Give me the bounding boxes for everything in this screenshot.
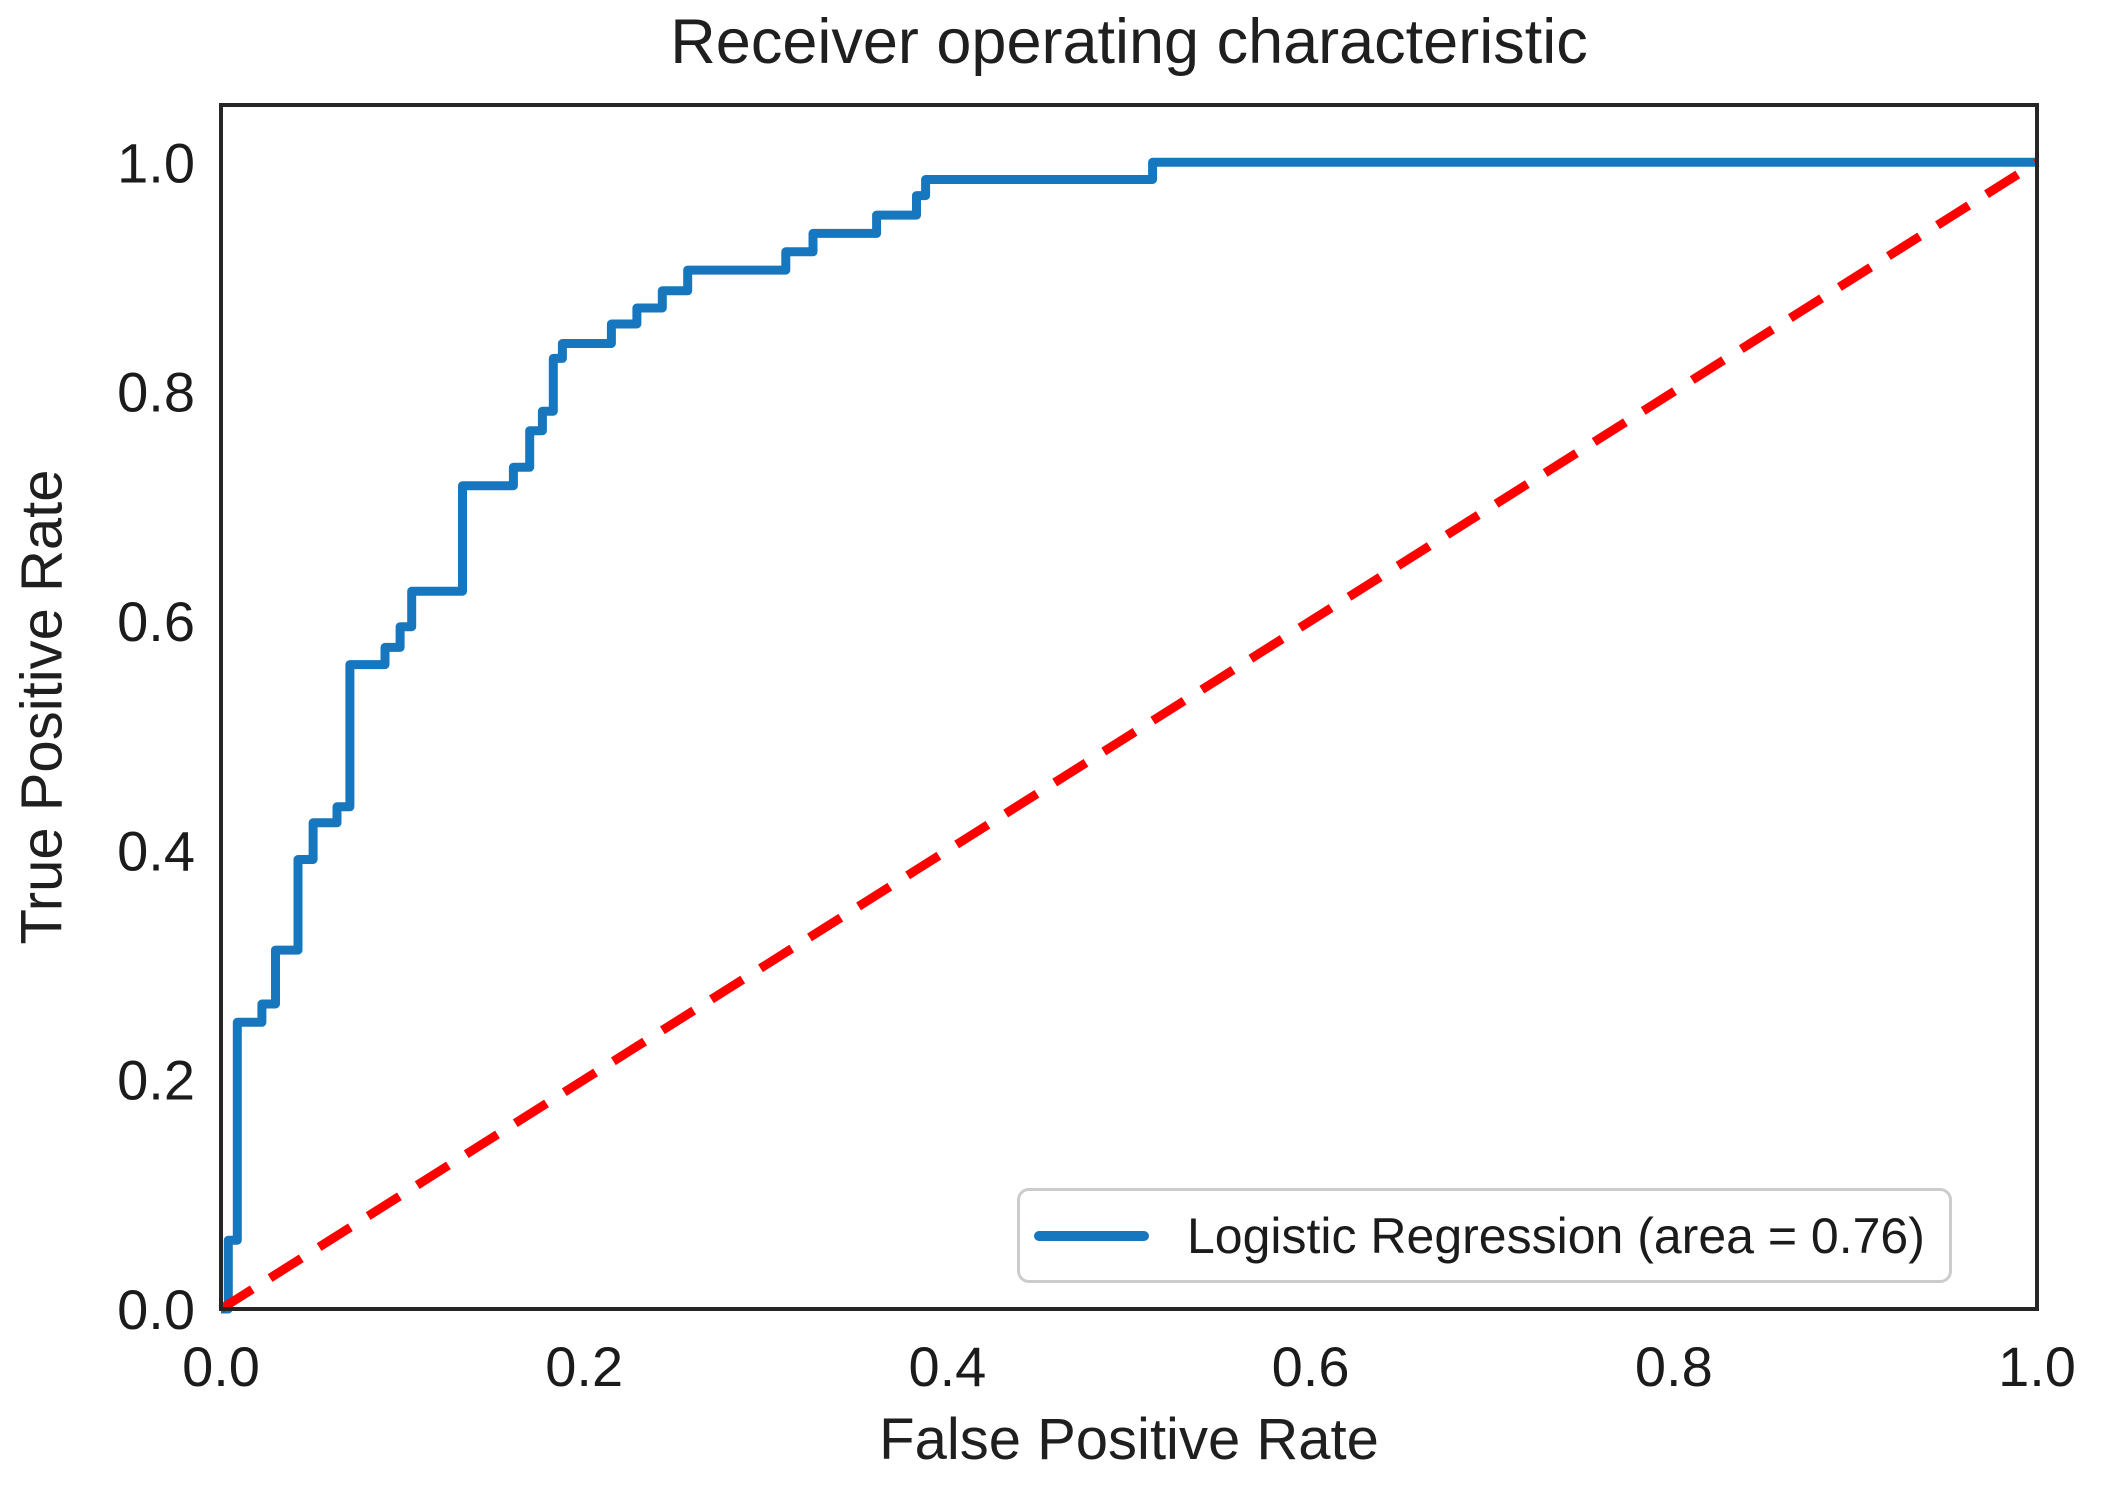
page-title: Receiver operating characteristic [670,7,1588,77]
diagonal-reference-line [218,158,2040,1313]
x-tick-label-0.8: 0.8 [1635,1335,1713,1398]
legend-label: Logistic Regression (area = 0.76) [1187,1207,1925,1264]
legend-line-swatch [1034,1230,1149,1241]
legend: Logistic Regression (area = 0.76) [1017,1188,1952,1283]
y-axis-label: True Positive Rate [9,469,75,945]
x-tick-label-1.0: 1.0 [1998,1335,2076,1398]
x-tick-label-0.6: 0.6 [1272,1335,1350,1398]
y-tick-label-0.2: 0.2 [117,1049,195,1112]
x-tick-label-0.0: 0.0 [182,1335,260,1398]
axes-frame [219,103,2039,1311]
x-axis-label: False Positive Rate [879,1407,1379,1472]
y-tick-label-0.8: 0.8 [117,361,195,424]
y-tick-label-0.4: 0.4 [117,819,195,882]
y-tick-label-0.6: 0.6 [117,590,195,653]
y-tick-label-1.0: 1.0 [117,131,195,194]
roc-curve-line [221,157,2037,1314]
x-tick-label-0.2: 0.2 [545,1335,623,1398]
y-tick-label-0.0: 0.0 [117,1278,195,1341]
x-tick-label-0.4: 0.4 [908,1335,986,1398]
